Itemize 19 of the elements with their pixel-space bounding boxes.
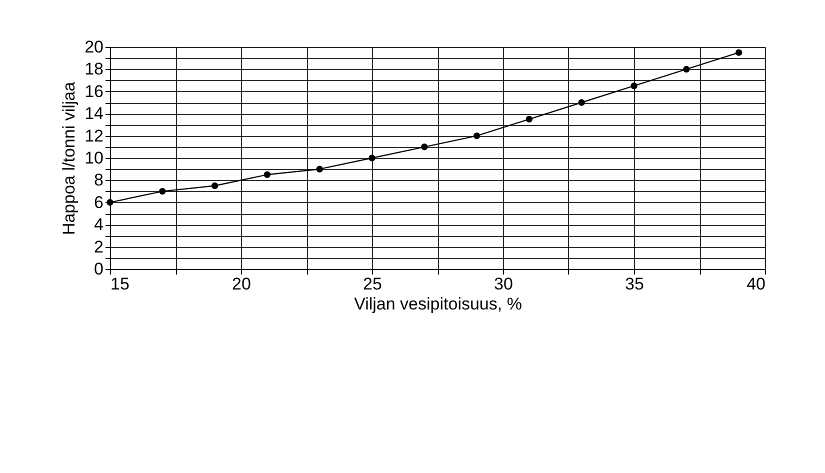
- y-tick-label: 10: [84, 148, 104, 168]
- y-tick-label: 12: [84, 126, 104, 146]
- x-tick-label: 20: [232, 274, 251, 294]
- y-tick-label: 16: [84, 82, 104, 101]
- y-tick-label: 8: [94, 170, 104, 190]
- y-tick-label: 2: [94, 237, 104, 256]
- y-tick-label: 20: [84, 38, 104, 56]
- x-tick-label: 35: [625, 274, 644, 294]
- y-tick-label: 4: [94, 215, 104, 234]
- x-axis-title: Viljan vesipitoisuus, %: [354, 294, 522, 314]
- x-tick-label: 15: [110, 274, 130, 294]
- y-axis-title: Happoa l/tonni viljaa: [60, 81, 79, 236]
- x-tick-label: 25: [363, 274, 382, 294]
- y-tick-label: 18: [84, 60, 104, 79]
- y-tick-label: 0: [94, 260, 104, 278]
- x-tick-label: 30: [494, 274, 513, 294]
- x-tick-label: 40: [746, 274, 766, 294]
- y-tick-label: 14: [84, 104, 104, 124]
- y-tick-label: 6: [94, 192, 104, 212]
